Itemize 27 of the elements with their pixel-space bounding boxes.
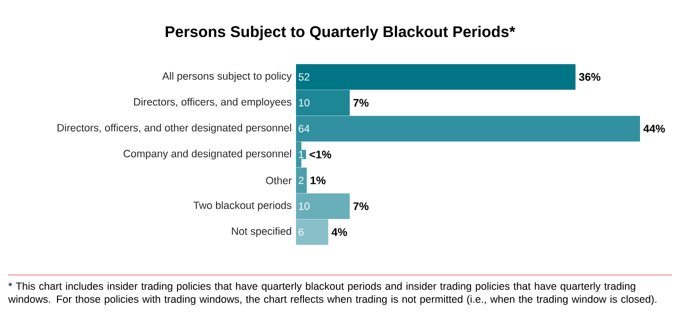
- y-tick-label: All persons subject to policy: [162, 72, 292, 82]
- data-label: 10: [298, 99, 310, 107]
- annotation: <1%: [310, 150, 332, 158]
- bar: [296, 219, 328, 245]
- data-label: 1: [298, 150, 304, 158]
- chart-title: Persons Subject to Quarterly Blackout Periods*: [166, 26, 516, 40]
- annotation: 36%: [578, 73, 600, 81]
- y-tick-label: Directors, officers, and employees: [134, 98, 292, 108]
- data-label: 10: [298, 202, 310, 210]
- data-label: 2: [298, 176, 304, 184]
- annotation: 44%: [643, 124, 665, 133]
- y-tick-label: Directors, officers, and other designated personnel: [58, 124, 292, 134]
- y-tick-label: Not specified: [232, 227, 292, 237]
- bar: [296, 90, 350, 116]
- annotation: 7%: [353, 202, 369, 210]
- bar: [296, 64, 576, 90]
- y-tick-label: Other: [266, 176, 292, 184]
- annotation: 4%: [332, 228, 348, 236]
- data-label: 6: [298, 228, 304, 236]
- text: * This chart includes insider trading policies that have quarterly blackout periods and insider trading policies that have quarterly trading windows. For those policies with trading windows, the chart reflects when trading is not permitted (i.e., when the trading window is closed).: [8, 282, 656, 305]
- annotation: 7%: [353, 98, 369, 107]
- annotation: 1%: [310, 176, 326, 184]
- y-tick-label: Company and designated personnel: [124, 150, 292, 160]
- bar: [296, 193, 350, 220]
- data-label: 64: [298, 124, 310, 132]
- y-tick-label: Two blackout periods: [193, 201, 292, 212]
- data-label: 52: [298, 73, 310, 81]
